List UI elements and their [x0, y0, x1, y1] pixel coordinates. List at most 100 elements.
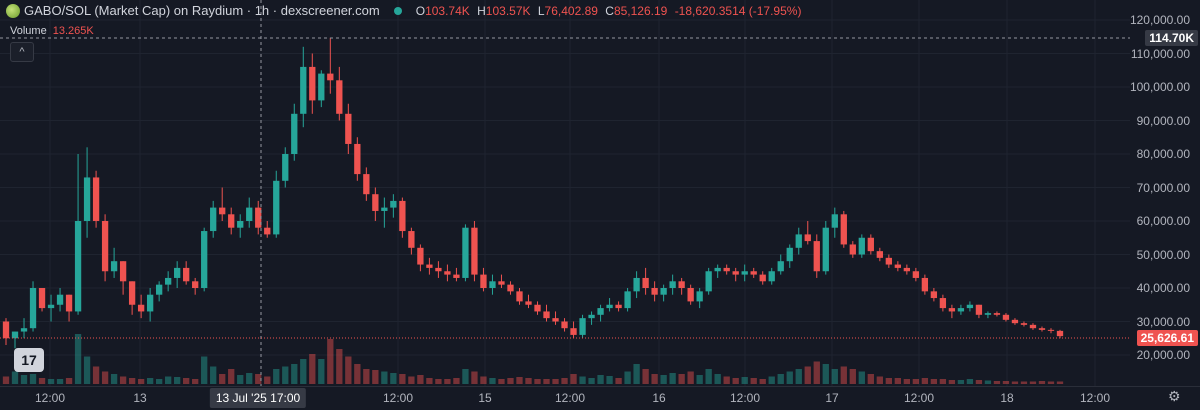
volume-bar	[714, 374, 721, 384]
volume-bar	[696, 375, 703, 384]
settings-icon[interactable]: ⚙	[1168, 388, 1181, 404]
volume-bar	[29, 374, 37, 384]
last-price-label: 25,626.61	[1136, 330, 1198, 346]
time-axis[interactable]: 12:00 18 12:00 17 12:00 16 12:00 15 12:00 13 12:00…	[0, 386, 1200, 410]
candle-body	[759, 274, 766, 282]
volume-bar	[480, 376, 487, 384]
time-tick-label: 13	[133, 391, 147, 405]
time-tick-label: 15	[478, 391, 492, 405]
candle-body	[849, 244, 856, 255]
candle-body	[678, 281, 685, 288]
volume-bar	[255, 374, 262, 384]
candle-body	[642, 277, 649, 288]
volume-bar	[813, 361, 820, 384]
volume-label: Volume	[10, 25, 47, 37]
price-tick-label: 80,000.00	[1136, 147, 1190, 161]
volume-bar	[606, 376, 613, 384]
volume-bar	[462, 369, 469, 384]
volume-bar	[228, 369, 235, 384]
volume-bar	[92, 366, 100, 384]
candle-body	[1029, 324, 1037, 329]
volume-bar	[146, 378, 154, 384]
volume-bar	[1056, 381, 1064, 384]
candle-body	[696, 291, 703, 302]
candle-body	[1056, 330, 1064, 337]
volume-bar	[687, 371, 694, 384]
candle-body	[633, 277, 640, 292]
volume-bar	[20, 375, 28, 384]
volume-bar	[705, 369, 712, 384]
time-tick-label: 17	[825, 391, 839, 405]
candle-body	[146, 294, 154, 312]
candle-body	[462, 227, 469, 278]
candle-body	[381, 207, 388, 211]
volume-bar	[327, 339, 334, 384]
candle-body	[489, 281, 496, 288]
volume-bar	[273, 369, 280, 384]
candle-body	[426, 264, 433, 268]
volume-bar	[291, 364, 298, 384]
price-axis[interactable]: 20,000.00 30,000.00 40,000.00 50,000.00 60,0…	[1130, 0, 1200, 386]
candle-body	[47, 304, 55, 309]
time-tick-label: 12:00	[34, 391, 66, 405]
chart-title: GABO/SOL (Market Cap) on Raydium · 1h · …	[24, 3, 380, 18]
crosshair-price-label: 114.70K	[1145, 30, 1198, 46]
volume-bar	[651, 374, 658, 384]
volume-bar	[966, 379, 974, 384]
volume-bar	[444, 379, 451, 384]
volume-bar	[903, 379, 911, 384]
volume-bar	[83, 356, 91, 384]
candle-body	[408, 231, 415, 248]
candle-body	[119, 261, 127, 282]
candle-body	[984, 313, 992, 315]
volume-bar	[246, 373, 253, 384]
candle-body	[894, 264, 901, 268]
candle-body	[993, 313, 1001, 315]
volume-bar	[498, 379, 505, 384]
volume-bar	[804, 366, 811, 384]
volume-bar	[867, 374, 874, 384]
candle-body	[128, 281, 136, 305]
candle-body	[606, 304, 613, 309]
volume-bar	[174, 377, 181, 384]
volume-bar	[525, 378, 532, 384]
candle-body	[417, 247, 424, 265]
candle-body	[1011, 319, 1019, 324]
candle-body	[723, 267, 730, 272]
volume-bar	[264, 376, 271, 384]
candle-body	[372, 194, 379, 211]
candle-body	[597, 308, 604, 315]
price-tick-label: 40,000.00	[1136, 281, 1190, 295]
candlestick-chart[interactable]	[0, 0, 1130, 386]
volume-bar	[1011, 381, 1019, 384]
volume-bar	[300, 359, 307, 384]
candle-body	[966, 304, 974, 309]
volume-bar	[336, 349, 343, 384]
time-tick-label: 12:00	[1079, 391, 1111, 405]
volume-bar	[570, 374, 577, 384]
token-icon	[6, 3, 20, 18]
candle-body	[264, 227, 271, 235]
volume-bar	[858, 371, 865, 384]
volume-bar	[417, 375, 424, 384]
candle-body	[768, 271, 775, 282]
candle-body	[840, 214, 847, 245]
volume-bar	[1020, 381, 1028, 384]
volume-bar	[137, 379, 145, 384]
candle-body	[975, 304, 983, 315]
candle-body	[74, 221, 82, 312]
candle-body	[507, 284, 514, 292]
candle-body	[885, 257, 892, 265]
high-value: 103.57K	[485, 3, 531, 18]
candle-body	[327, 73, 334, 81]
open-value: 103.74K	[425, 3, 470, 18]
volume-bar	[426, 378, 433, 384]
candle-body	[669, 281, 676, 288]
tradingview-logo[interactable]: 17	[14, 348, 44, 372]
volume-bar	[939, 379, 947, 384]
collapse-legend-button[interactable]: ^	[10, 42, 34, 62]
volume-bar	[948, 380, 956, 384]
volume-bar	[741, 377, 748, 384]
candle-body	[273, 180, 280, 235]
time-tick-label: 12:00	[903, 391, 935, 405]
